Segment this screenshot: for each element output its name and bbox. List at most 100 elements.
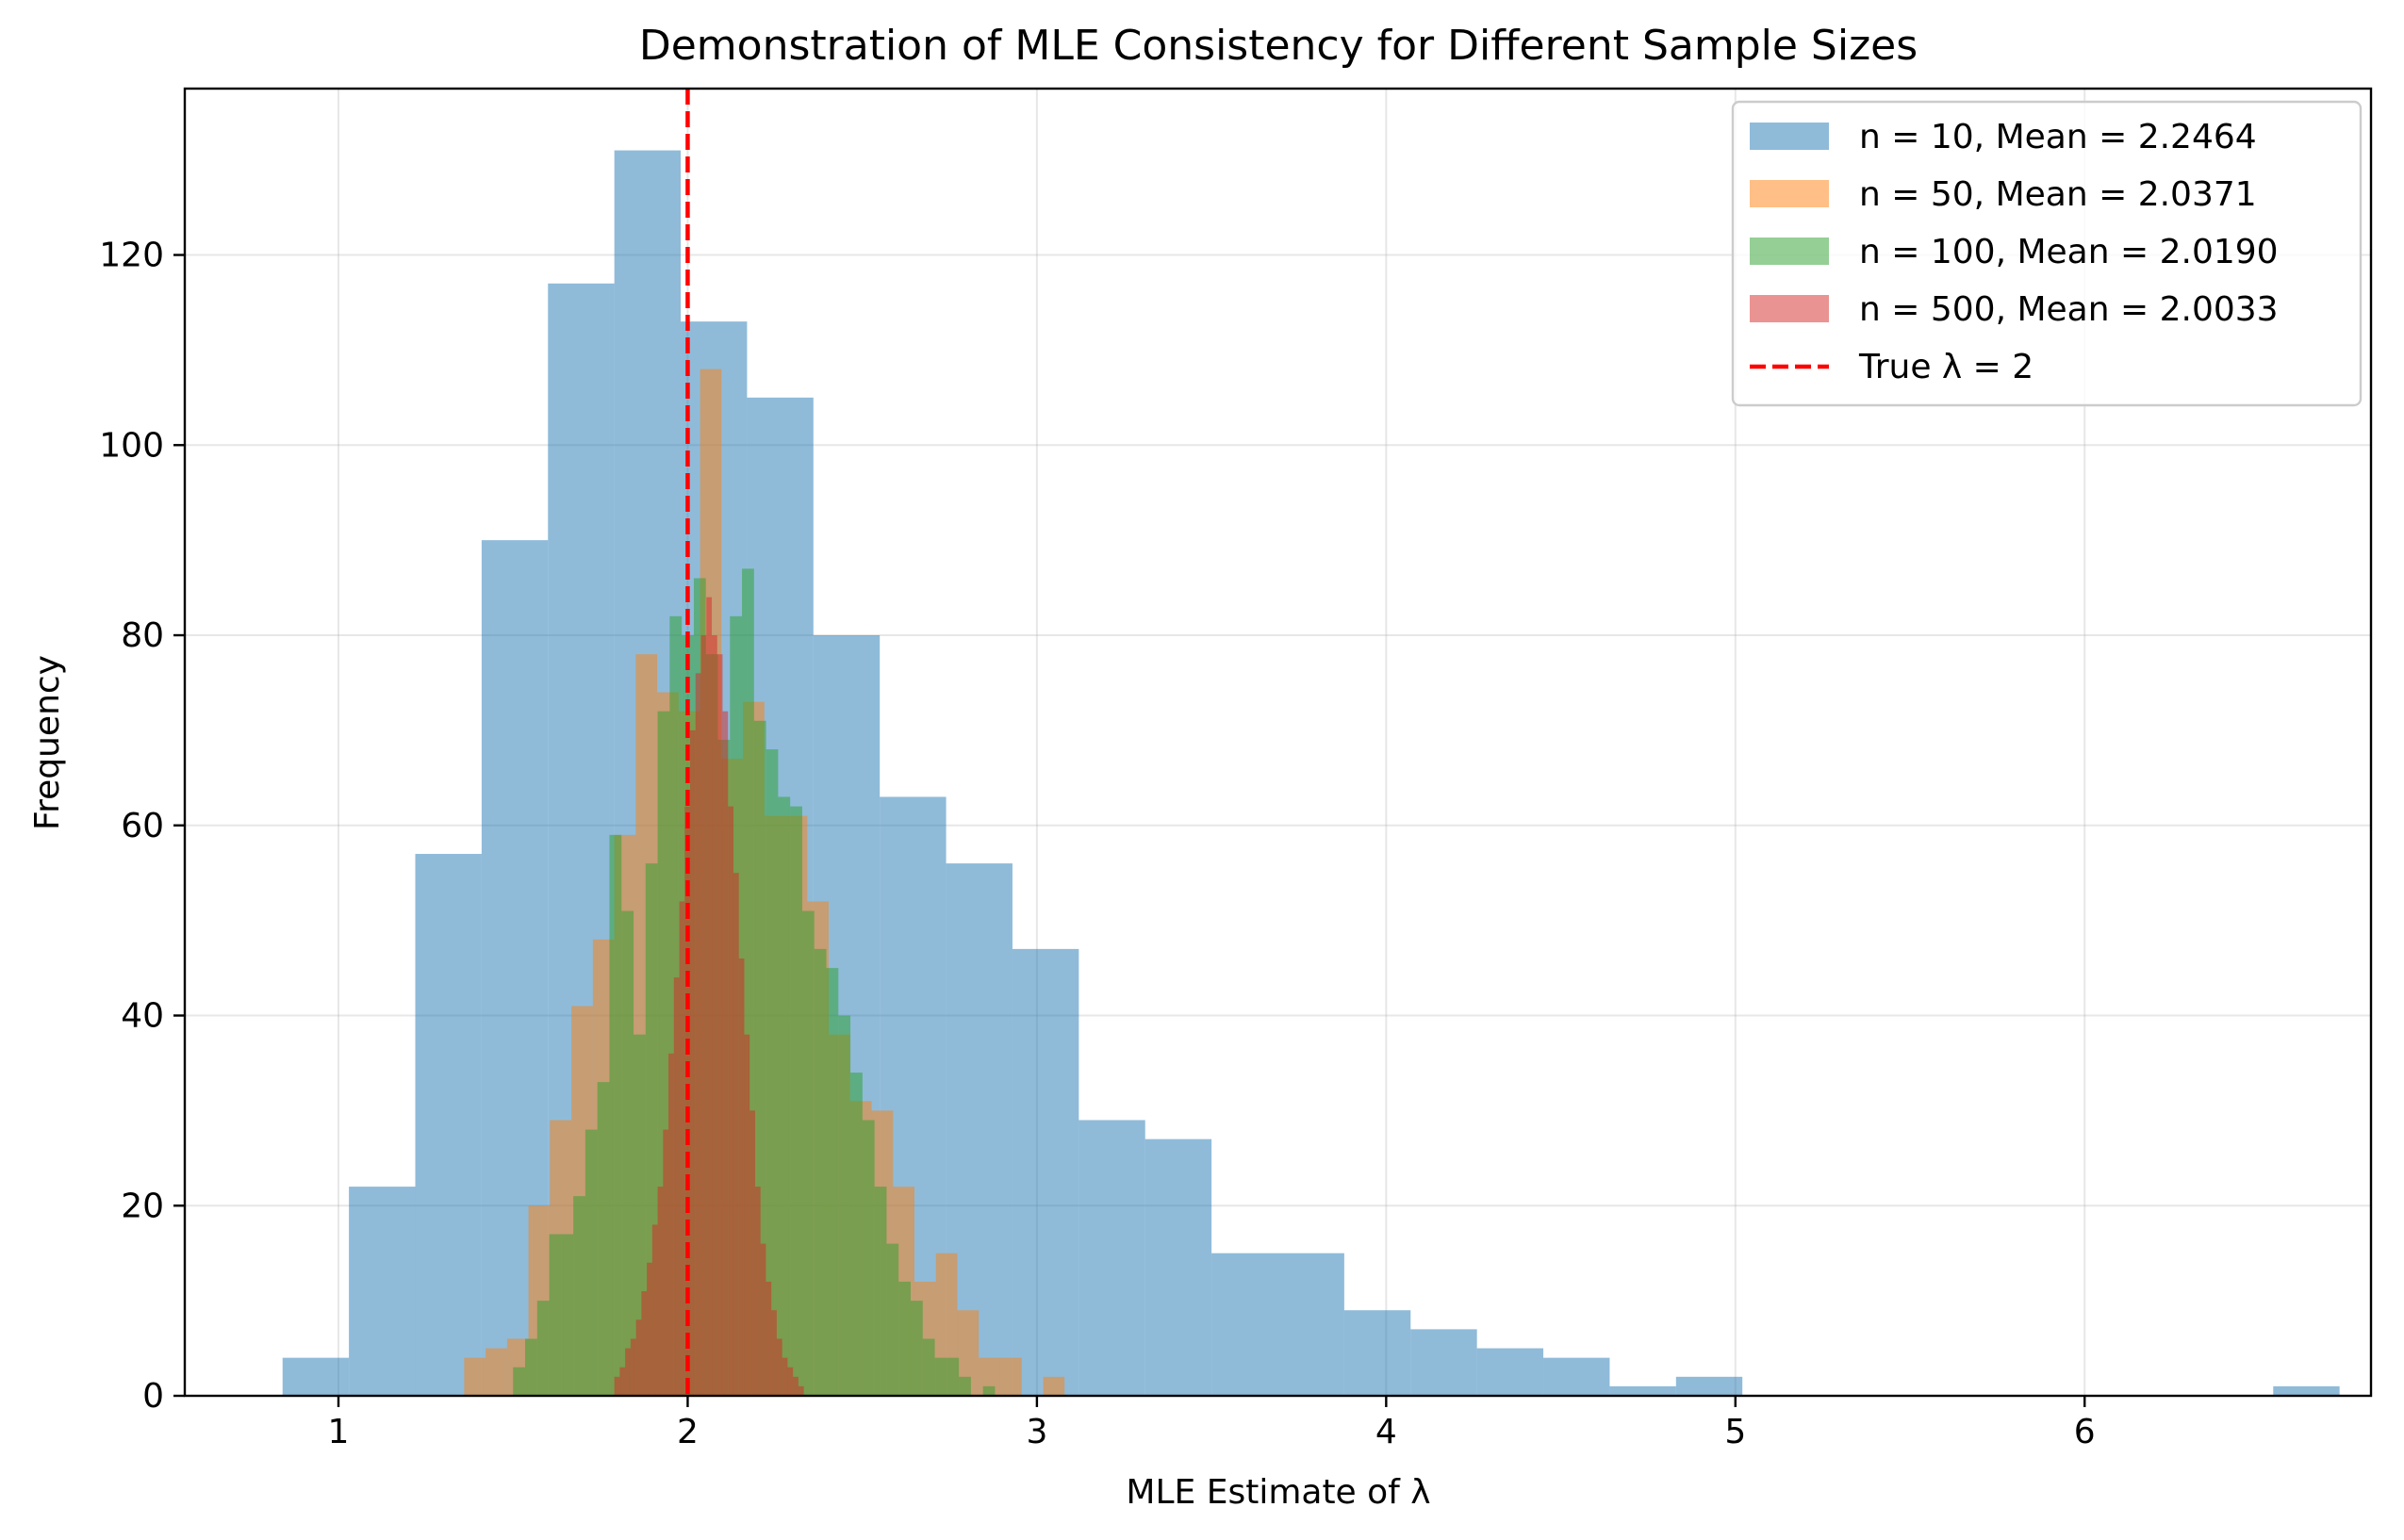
histogram-bar: [625, 1348, 631, 1396]
histogram-bar: [1144, 1139, 1212, 1396]
histogram-bar: [668, 1053, 674, 1396]
histogram-bar: [787, 1367, 794, 1396]
histogram-bar: [619, 1367, 626, 1396]
histogram-bar: [749, 1110, 755, 1396]
histogram-bar: [922, 1338, 935, 1396]
histogram-bar: [513, 1367, 526, 1396]
histogram-bar: [982, 1385, 996, 1396]
legend-swatch-n50: [1750, 180, 1829, 207]
histogram-bar: [1277, 1253, 1344, 1396]
histogram-bar: [673, 977, 680, 1396]
legend-label-n500: n = 500, Mean = 2.0033: [1859, 290, 2279, 329]
histogram-bars: [282, 150, 2340, 1397]
chart-title: Demonstration of MLE Consistency for Dif…: [639, 22, 1918, 70]
histogram-bar: [782, 1357, 788, 1396]
histogram-bar: [728, 806, 733, 1396]
y-tick-label: 40: [121, 997, 164, 1036]
x-tick-label: 1: [328, 1413, 350, 1451]
x-tick-label: 2: [677, 1413, 699, 1451]
legend-label-true-lambda: True λ = 2: [1858, 348, 2034, 386]
histogram-bar: [621, 910, 634, 1396]
histogram-bar: [464, 1357, 486, 1396]
histogram-bar: [561, 1234, 574, 1396]
histogram-bar: [536, 1301, 550, 1396]
histogram-bar: [349, 1187, 416, 1396]
histogram-bar: [641, 1291, 648, 1396]
y-tick-label: 20: [121, 1187, 164, 1225]
histogram-bar: [826, 968, 839, 1396]
histogram-bar: [695, 673, 701, 1396]
x-tick-label: 5: [1724, 1413, 1746, 1451]
histogram-bar: [690, 729, 696, 1396]
legend-swatch-n10: [1750, 123, 1829, 150]
histogram-bar: [766, 749, 779, 1396]
legend-swatch-n100: [1750, 238, 1829, 265]
histogram-bar: [635, 1319, 642, 1396]
histogram-bar: [415, 854, 482, 1396]
histogram-bar: [525, 1338, 537, 1396]
legend-swatch-n500: [1750, 295, 1829, 322]
histogram-bar: [801, 910, 815, 1396]
histogram-bar: [585, 1129, 598, 1396]
histogram-bar: [778, 796, 791, 1396]
histogram-bar: [1343, 1310, 1411, 1396]
histogram-bar: [838, 1015, 851, 1396]
histogram-bar: [898, 1281, 911, 1396]
legend-frame: [1731, 100, 2363, 407]
histogram-bar: [793, 1376, 799, 1396]
x-tick-label: 4: [1375, 1413, 1397, 1451]
x-axis-label: MLE Estimate of λ: [1126, 1473, 1430, 1512]
legend-label-n100: n = 100, Mean = 2.0190: [1859, 233, 2279, 271]
histogram-bar: [1543, 1357, 1610, 1396]
histogram-bar: [1609, 1385, 1676, 1396]
histogram-bar: [959, 1376, 971, 1396]
histogram-bar: [1675, 1376, 1743, 1396]
histogram-bar: [630, 1338, 636, 1396]
histogram-bar: [910, 1301, 923, 1396]
y-tick-label: 60: [121, 807, 164, 845]
legend-label-n10: n = 10, Mean = 2.2464: [1859, 118, 2257, 156]
histogram-bar: [1043, 1376, 1065, 1396]
histogram-bar: [999, 1357, 1022, 1396]
y-tick-label: 0: [142, 1377, 164, 1416]
histogram-bar: [716, 654, 723, 1396]
histogram-bar: [1211, 1253, 1278, 1396]
plot-frame: [183, 87, 2373, 1398]
histogram-bar: [722, 711, 729, 1396]
histogram-bar: [934, 1357, 947, 1396]
histogram-bar: [684, 806, 691, 1396]
histogram-bar: [486, 1348, 507, 1396]
histogram-bar: [657, 1187, 664, 1396]
histogram-bar: [850, 1073, 863, 1396]
histogram-bar: [771, 1310, 777, 1396]
series-3-bars: [614, 597, 804, 1396]
histogram-bar: [766, 1281, 772, 1396]
histogram-bar: [573, 1196, 585, 1396]
legend: n = 10, Mean = 2.2464 n = 50, Mean = 2.0…: [1731, 100, 2363, 407]
histogram-bar: [700, 635, 707, 1396]
histogram-bar: [947, 1357, 960, 1396]
histogram-bar: [754, 1187, 761, 1396]
y-tick-label: 100: [99, 426, 164, 465]
histogram-bar: [712, 635, 717, 1396]
x-tick-label: 6: [2074, 1413, 2096, 1451]
y-axis-label: Frequency: [28, 655, 67, 830]
histogram-bar: [614, 1376, 620, 1396]
histogram-bar: [1079, 1120, 1145, 1396]
histogram-bar: [282, 1357, 350, 1396]
histogram-bar: [706, 597, 713, 1396]
histogram-bar: [733, 873, 739, 1396]
legend-label-n50: n = 50, Mean = 2.0371: [1859, 175, 2257, 214]
histogram-bar: [1476, 1348, 1544, 1396]
y-axis: 0 20 40 60 80 100 120: [99, 237, 185, 1416]
histogram-bar: [744, 1034, 750, 1396]
histogram-bar: [679, 901, 685, 1396]
x-tick-label: 3: [1026, 1413, 1047, 1451]
histogram-bar: [760, 1243, 766, 1396]
histogram-bar: [549, 1234, 562, 1396]
y-tick-label: 120: [99, 237, 164, 275]
histogram-bar: [798, 1385, 804, 1396]
histogram-bar: [776, 1338, 782, 1396]
histogram-bar: [597, 1082, 610, 1396]
